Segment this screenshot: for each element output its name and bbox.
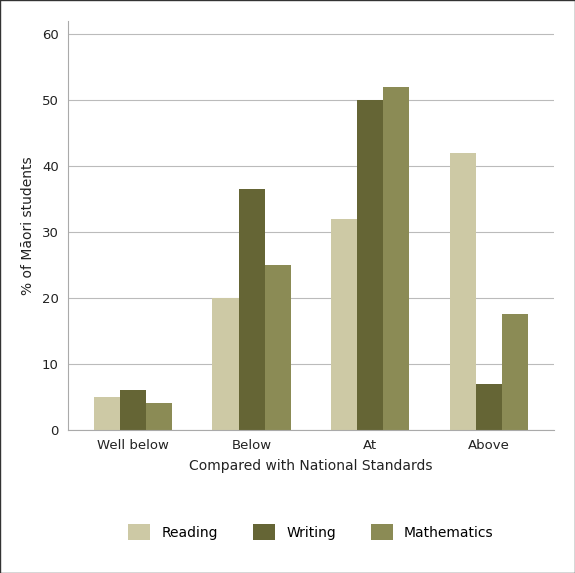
Bar: [357, 100, 384, 430]
Bar: [384, 87, 409, 430]
Bar: [120, 390, 146, 430]
Bar: [502, 315, 528, 430]
Bar: [239, 189, 264, 430]
Bar: [94, 397, 120, 430]
Bar: [146, 403, 172, 430]
Bar: [264, 265, 291, 430]
Bar: [212, 298, 239, 430]
Bar: [476, 384, 502, 430]
Bar: [331, 219, 357, 430]
Legend: Reading, Writing, Mathematics: Reading, Writing, Mathematics: [122, 519, 499, 545]
Y-axis label: % of Māori students: % of Māori students: [21, 156, 35, 295]
X-axis label: Compared with National Standards: Compared with National Standards: [189, 459, 432, 473]
Bar: [450, 153, 476, 430]
